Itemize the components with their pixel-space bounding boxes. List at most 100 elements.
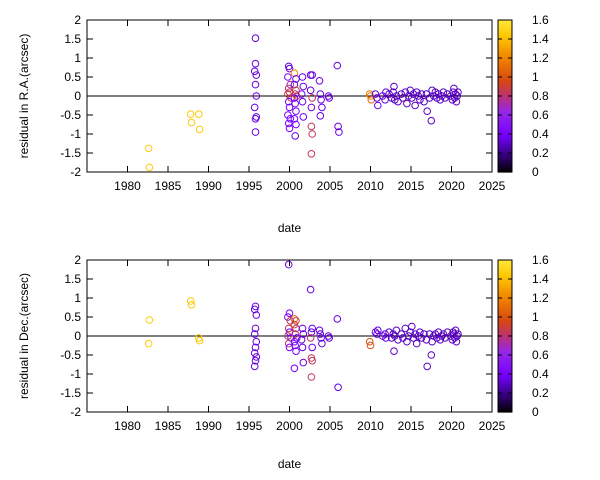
y-tick-label: 0.5 (64, 70, 81, 84)
colorbar-band (498, 307, 512, 310)
colorbar-tick-label: 1 (532, 310, 539, 324)
colorbar-band (498, 168, 512, 171)
colorbar-band (498, 280, 512, 284)
colorbar-band (498, 122, 512, 126)
data-point (293, 334, 301, 342)
data-point (427, 116, 436, 125)
y-tick-label: 0.5 (64, 310, 81, 324)
colorbar-band (498, 137, 512, 141)
x-tick-label: 2005 (317, 179, 344, 193)
data-point (290, 364, 299, 373)
y-tick-label: 2 (74, 253, 81, 267)
colorbar-band (498, 67, 512, 70)
colorbar-band (498, 398, 512, 402)
colorbar-band (498, 301, 512, 305)
data-point (292, 107, 300, 115)
colorbar-tick-label: 0.2 (532, 146, 549, 160)
data-point (423, 107, 432, 115)
colorbar-band (498, 56, 512, 59)
colorbar-band (498, 77, 512, 80)
x-tick-label: 2000 (276, 419, 303, 433)
colorbar-band (498, 343, 512, 347)
data-point (316, 90, 325, 98)
colorbar-band (498, 391, 512, 394)
colorbar-band (498, 73, 512, 76)
colorbar-band (498, 334, 512, 337)
colorbar-band (498, 292, 512, 295)
chart-panel-ra: 2 1.5 1 0.5 0 -0.5 -1 -1.5 -2 1980 1985 1990 1995 200… (17, 13, 549, 235)
colorbar-band (498, 88, 512, 91)
colorbar-band (498, 65, 512, 69)
colorbar-band (498, 337, 512, 341)
colorbar-band (498, 139, 512, 143)
y-tick-label: 0 (74, 89, 81, 103)
data-point (427, 351, 436, 359)
x-tick-label: 1985 (155, 179, 182, 193)
data-point (333, 61, 342, 70)
data-point (315, 77, 324, 85)
x-tick-label: 1990 (195, 419, 222, 433)
colorbar-band (498, 353, 512, 356)
colorbar-band (498, 349, 512, 352)
colorbar-band (498, 52, 512, 55)
data-point (299, 113, 308, 121)
data-point (186, 297, 195, 305)
colorbar-band (498, 375, 512, 379)
colorbar-tick-label: 1.6 (532, 13, 549, 27)
colorbar-band (498, 368, 512, 371)
data-point (452, 97, 461, 106)
colorbar-band (498, 109, 512, 112)
colorbar-band (498, 383, 512, 386)
colorbar-band (498, 372, 512, 375)
y-tick-label: 2 (74, 13, 81, 27)
x-tick-label: 2025 (479, 419, 506, 433)
data-point (251, 59, 260, 68)
colorbar-tick-label: 1.4 (532, 32, 549, 46)
colorbar-tick-label: 1.4 (532, 272, 549, 286)
data-point (285, 64, 294, 73)
data-point (291, 132, 300, 140)
data-point (308, 324, 317, 333)
data-point (408, 322, 416, 331)
colorbar-band (498, 27, 512, 31)
data-point (251, 343, 260, 352)
data-point (298, 343, 307, 352)
colorbar-band (498, 394, 512, 398)
data-point (308, 356, 317, 365)
data-point (298, 97, 307, 106)
colorbar-band (498, 318, 512, 322)
colorbar-band (498, 113, 512, 116)
colorbar-band (498, 29, 512, 32)
colorbar-band (498, 404, 512, 407)
colorbar-band (498, 303, 512, 307)
colorbar-tick-label: 1.6 (532, 253, 549, 267)
colorbar-band (498, 107, 512, 110)
colorbar-band (498, 135, 512, 139)
colorbar-band (498, 347, 512, 350)
colorbar-band (498, 82, 512, 86)
data-point (392, 326, 401, 335)
data-point (306, 285, 315, 294)
x-tick-label: 1995 (236, 179, 263, 193)
y-tick-label: -1.5 (60, 146, 81, 160)
colorbar-band (498, 275, 512, 278)
colorbar-band (498, 116, 512, 120)
data-point (451, 326, 460, 335)
colorbar-band (498, 269, 512, 272)
data-point (403, 99, 411, 108)
data-point (251, 34, 260, 43)
data-point (290, 320, 299, 329)
data-point (307, 122, 316, 131)
colorbar-tick-label: 0.2 (532, 386, 549, 400)
data-point (250, 305, 259, 314)
colorbar-tick-label: 0.8 (532, 89, 549, 103)
colorbar-band (498, 84, 512, 88)
colorbar-band (498, 132, 512, 135)
colorbar-band (498, 48, 512, 51)
colorbar-band (498, 59, 512, 63)
data-point (292, 120, 300, 129)
colorbar-band (498, 103, 512, 107)
x-tick-label: 1990 (195, 179, 222, 193)
data-point (436, 336, 445, 344)
data-point (334, 383, 342, 392)
